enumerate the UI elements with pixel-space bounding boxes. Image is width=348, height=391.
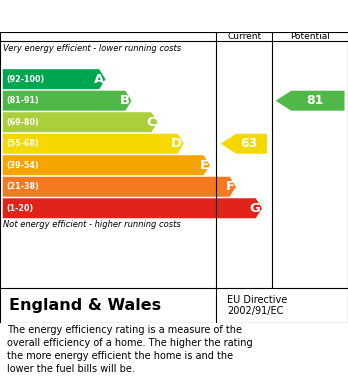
Polygon shape xyxy=(3,134,184,154)
Polygon shape xyxy=(276,91,345,111)
Text: (55-68): (55-68) xyxy=(6,139,39,148)
Text: (39-54): (39-54) xyxy=(6,161,39,170)
Text: G: G xyxy=(250,202,261,215)
Text: Not energy efficient - higher running costs: Not energy efficient - higher running co… xyxy=(3,220,181,229)
Text: C: C xyxy=(147,116,156,129)
Text: The energy efficiency rating is a measure of the
overall efficiency of a home. T: The energy efficiency rating is a measur… xyxy=(7,325,253,374)
Text: EU Directive: EU Directive xyxy=(227,295,287,305)
Text: A: A xyxy=(94,73,104,86)
Polygon shape xyxy=(221,134,267,154)
Text: England & Wales: England & Wales xyxy=(9,298,161,313)
Text: Very energy efficient - lower running costs: Very energy efficient - lower running co… xyxy=(3,44,182,53)
Text: (81-91): (81-91) xyxy=(6,96,39,105)
Polygon shape xyxy=(3,69,105,89)
Text: 81: 81 xyxy=(307,94,324,107)
Text: Energy Efficiency Rating: Energy Efficiency Rating xyxy=(9,9,219,24)
Text: Potential: Potential xyxy=(290,32,330,41)
Text: B: B xyxy=(120,94,130,107)
Text: D: D xyxy=(171,137,182,150)
Text: 2002/91/EC: 2002/91/EC xyxy=(227,305,283,316)
Text: (1-20): (1-20) xyxy=(6,204,33,213)
Text: 63: 63 xyxy=(240,137,258,150)
Text: (21-38): (21-38) xyxy=(6,182,39,191)
Polygon shape xyxy=(3,91,132,111)
Text: F: F xyxy=(226,180,235,193)
Text: (69-80): (69-80) xyxy=(6,118,39,127)
Polygon shape xyxy=(3,177,236,197)
Text: Current: Current xyxy=(227,32,261,41)
Text: (92-100): (92-100) xyxy=(6,75,45,84)
Polygon shape xyxy=(3,112,158,132)
Text: E: E xyxy=(199,159,208,172)
Polygon shape xyxy=(3,155,210,175)
Polygon shape xyxy=(3,198,262,218)
